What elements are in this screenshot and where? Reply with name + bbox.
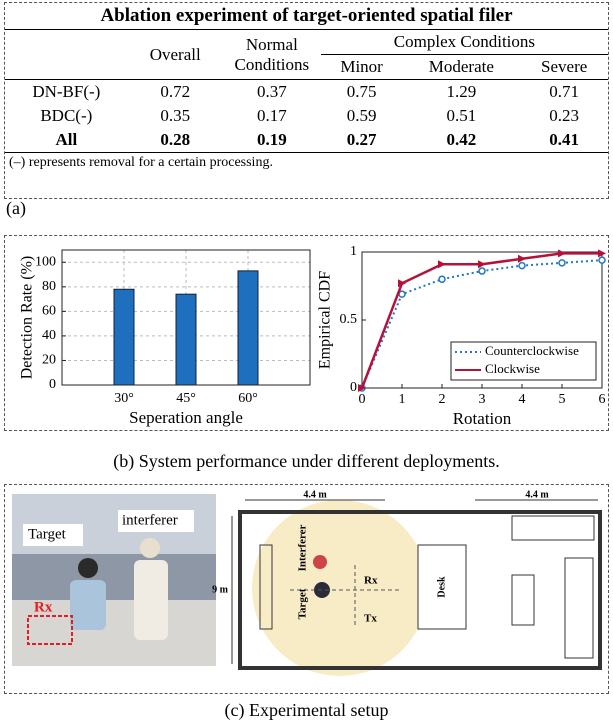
plan-label: Tx [364,613,377,625]
person-head [78,558,98,578]
photo-label: Target [28,526,67,542]
caption: (c) Experimental setup [0,700,613,721]
photo-label: interferer [122,512,178,528]
person-body [70,580,106,630]
dim-label: 4.4 m [525,489,549,500]
desk-label: Desk [436,576,447,598]
shelf [565,558,593,658]
person-head [140,538,160,558]
page: Ablation experiment of target-oriented s… [0,0,613,725]
sofa [512,575,534,625]
zone [252,500,428,676]
setup: Target interferer Rx 4.4 m 4.4 m 9 m Des… [0,0,613,725]
counter [512,516,594,540]
interferer-icon [313,555,327,569]
plan-label: Rx [364,575,378,587]
plan-label: Target [297,588,309,619]
photo-label: Rx [34,599,53,615]
dim-label: 4.4 m [303,489,327,500]
person-body [134,560,168,640]
plan-label: Interferer [297,524,309,571]
dim-label: 9 m [212,584,229,595]
